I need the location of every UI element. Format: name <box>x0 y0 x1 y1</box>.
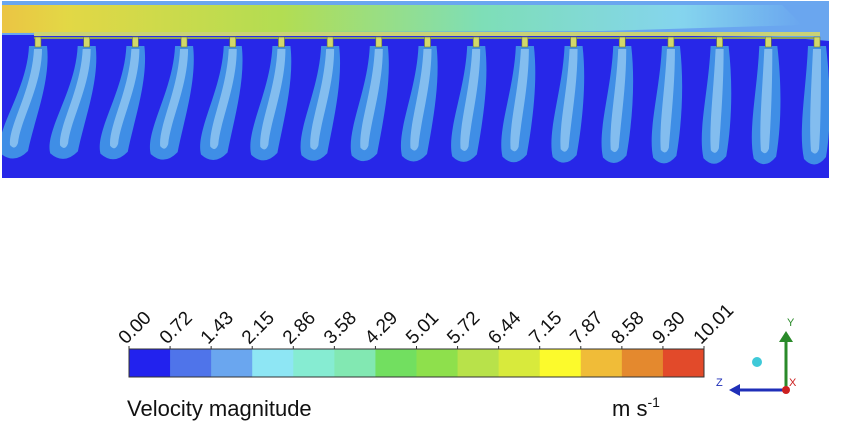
colorbar-swatch <box>580 349 623 377</box>
nozzle <box>521 36 529 48</box>
colorbar-swatch <box>375 349 417 377</box>
spray-plume-core <box>59 49 91 148</box>
colorbar-tick-label: 9.30 <box>649 308 690 349</box>
colorbar-swatch <box>621 349 664 377</box>
spray-plume-core <box>560 49 578 152</box>
nozzle <box>424 36 431 48</box>
colorbar <box>129 349 705 377</box>
colorbar-tick-label: 2.15 <box>238 308 279 349</box>
velocity-contour-plot <box>2 1 829 178</box>
spray-plume-core <box>210 49 237 150</box>
manifold-pipe <box>34 32 820 36</box>
y-axis-label: Y <box>787 317 795 329</box>
colorbar-tick-label: 3.58 <box>320 308 361 349</box>
nozzle <box>667 36 675 48</box>
colorbar-tick-label: 5.72 <box>443 308 484 349</box>
colorbar-swatch <box>498 349 541 377</box>
colorbar-swatch <box>539 349 582 377</box>
nozzle <box>132 36 139 48</box>
colorbar-tick-label: 0.72 <box>156 308 197 349</box>
nozzle <box>34 36 42 48</box>
colorbar-swatch <box>211 349 253 377</box>
z-axis-label: Z <box>716 377 723 389</box>
nozzle-group <box>34 36 821 48</box>
colorbar-tick-label: 0.00 <box>115 308 156 349</box>
colorbar-swatch <box>170 349 212 377</box>
colorbar-title: Velocity magnitude <box>127 396 312 421</box>
spray-plume-core <box>9 49 42 148</box>
colorbar-tick-label: 7.87 <box>566 308 607 349</box>
axis-triad: Y Z X <box>716 317 797 396</box>
nozzle <box>765 36 772 48</box>
spray-plume-core <box>810 49 821 154</box>
colorbar-swatch <box>334 349 376 377</box>
colorbar-unit-exponent: -1 <box>647 394 660 410</box>
colorbar-unit-base: m s <box>612 396 647 421</box>
plume-group <box>2 46 829 165</box>
colorbar-tick-label: 8.58 <box>608 308 649 349</box>
y-arrowhead <box>779 331 793 342</box>
spray-plume-core <box>260 49 286 150</box>
nozzle <box>716 36 723 48</box>
nozzle <box>278 36 285 48</box>
x-axis-dot <box>782 386 790 394</box>
nozzle <box>618 36 626 48</box>
spray-plume-core <box>510 49 529 152</box>
colorbar-tick-label: 6.44 <box>484 307 525 348</box>
colorbar-swatch <box>416 349 459 377</box>
nozzle <box>83 36 90 48</box>
x-axis-label: X <box>789 377 797 389</box>
spray-plume-core <box>160 49 189 149</box>
colorbar-tick-label: 2.86 <box>279 308 320 349</box>
colorbar-swatch <box>662 349 705 377</box>
nozzle <box>180 36 188 48</box>
colorbar-tick-label: 1.43 <box>197 308 238 349</box>
nozzle <box>326 36 334 48</box>
view-sphere-icon <box>752 357 762 367</box>
colorbar-ticks: 0.00 0.72 1.43 2.15 2.86 3.58 4.29 5.01 5.72 6.44… <box>115 300 738 349</box>
colorbar-swatch <box>252 349 294 377</box>
spray-plume-core <box>360 49 383 151</box>
colorbar-tick-label: 7.15 <box>525 308 566 349</box>
nozzle <box>472 36 480 48</box>
spray-plume-core <box>460 49 481 151</box>
colorbar-swatch <box>293 349 335 377</box>
spray-plume-core <box>410 49 432 151</box>
z-arrowhead <box>729 384 740 396</box>
spray-plume-core <box>760 49 773 154</box>
spray-plume-core <box>660 49 675 153</box>
nozzle <box>375 36 383 48</box>
spray-plume-core <box>109 49 140 149</box>
colorbar-swatch <box>457 349 500 377</box>
nozzle <box>229 36 237 48</box>
spray-plume-core <box>710 49 724 153</box>
spray-plume-core <box>610 49 627 153</box>
colorbar-swatch <box>129 349 171 377</box>
nozzle <box>570 36 577 48</box>
colorbar-tick-label: 4.29 <box>361 308 402 349</box>
spray-plume-core <box>310 49 335 150</box>
colorbar-unit: m s-1 <box>612 394 660 421</box>
duct-flow-core <box>2 5 802 33</box>
colorbar-tick-label: 5.01 <box>402 308 443 349</box>
nozzle <box>813 36 821 48</box>
colorbar-tick-label: 10.01 <box>690 300 738 348</box>
